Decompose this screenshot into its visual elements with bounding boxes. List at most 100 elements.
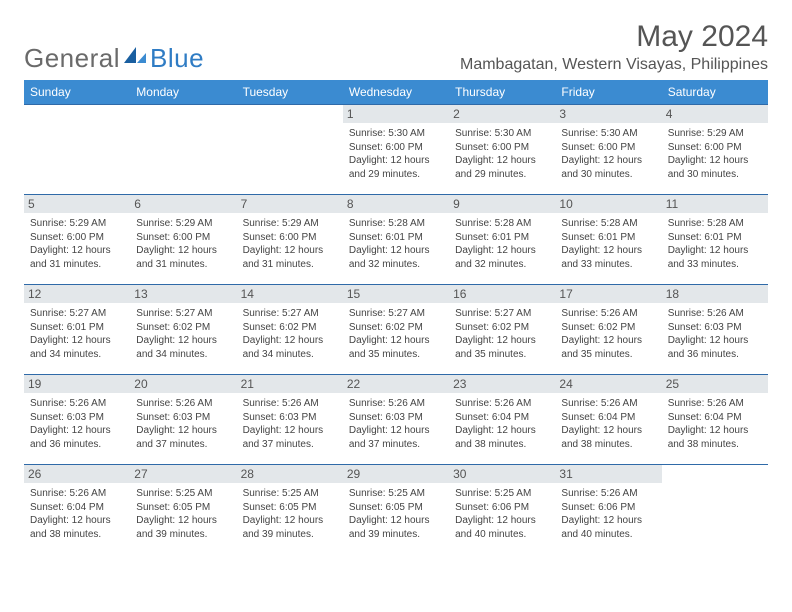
day-number: 21: [237, 375, 343, 393]
day-number: 15: [343, 285, 449, 303]
day-details: Sunrise: 5:27 AMSunset: 6:02 PMDaylight:…: [455, 307, 549, 361]
day-number: 26: [24, 465, 130, 483]
day-number: 6: [130, 195, 236, 213]
day-details: Sunrise: 5:26 AMSunset: 6:03 PMDaylight:…: [30, 397, 124, 451]
day-details: Sunrise: 5:26 AMSunset: 6:04 PMDaylight:…: [668, 397, 762, 451]
day-details: Sunrise: 5:26 AMSunset: 6:04 PMDaylight:…: [30, 487, 124, 541]
day-details: Sunrise: 5:27 AMSunset: 6:02 PMDaylight:…: [243, 307, 337, 361]
calendar-week-row: 26 Sunrise: 5:26 AMSunset: 6:04 PMDayligh…: [24, 465, 768, 555]
calendar-day-cell: 25 Sunrise: 5:26 AMSunset: 6:04 PMDayligh…: [662, 375, 768, 465]
day-number: 13: [130, 285, 236, 303]
day-number: 23: [449, 375, 555, 393]
calendar-day-cell: 14 Sunrise: 5:27 AMSunset: 6:02 PMDayligh…: [237, 285, 343, 375]
day-number: 19: [24, 375, 130, 393]
calendar-day-cell: 24 Sunrise: 5:26 AMSunset: 6:04 PMDayligh…: [555, 375, 661, 465]
day-details: Sunrise: 5:25 AMSunset: 6:05 PMDaylight:…: [349, 487, 443, 541]
day-number: 31: [555, 465, 661, 483]
title-block: May 2024 Mambagatan, Western Visayas, Ph…: [460, 20, 768, 74]
day-details: Sunrise: 5:28 AMSunset: 6:01 PMDaylight:…: [455, 217, 549, 271]
day-details: Sunrise: 5:28 AMSunset: 6:01 PMDaylight:…: [668, 217, 762, 271]
day-number: 12: [24, 285, 130, 303]
calendar-day-cell: [130, 105, 236, 195]
calendar-day-cell: 27Sunrise: 5:25 AMSunset: 6:05 PMDayligh…: [130, 465, 236, 555]
calendar-day-cell: 5 Sunrise: 5:29 AMSunset: 6:00 PMDaylight…: [24, 195, 130, 285]
calendar-day-cell: 1 Sunrise: 5:30 AMSunset: 6:00 PMDaylight…: [343, 105, 449, 195]
logo: General Blue: [24, 43, 204, 74]
weekday-header-row: Sunday Monday Tuesday Wednesday Thursday…: [24, 80, 768, 105]
day-details: Sunrise: 5:30 AMSunset: 6:00 PMDaylight:…: [455, 127, 549, 181]
day-number: 16: [449, 285, 555, 303]
calendar-day-cell: 21 Sunrise: 5:26 AMSunset: 6:03 PMDayligh…: [237, 375, 343, 465]
location: Mambagatan, Western Visayas, Philippines: [460, 56, 768, 74]
day-number: 29: [343, 465, 449, 483]
day-details: Sunrise: 5:30 AMSunset: 6:00 PMDaylight:…: [349, 127, 443, 181]
day-details: Sunrise: 5:26 AMSunset: 6:03 PMDaylight:…: [243, 397, 337, 451]
day-number: 22: [343, 375, 449, 393]
day-number: 17: [555, 285, 661, 303]
day-number: 3: [555, 105, 661, 123]
calendar-week-row: 12 Sunrise: 5:27 AMSunset: 6:01 PMDayligh…: [24, 285, 768, 375]
calendar-day-cell: 9 Sunrise: 5:28 AMSunset: 6:01 PMDaylight…: [449, 195, 555, 285]
day-details: Sunrise: 5:29 AMSunset: 6:00 PMDaylight:…: [243, 217, 337, 271]
calendar-week-row: 5 Sunrise: 5:29 AMSunset: 6:00 PMDaylight…: [24, 195, 768, 285]
day-number: 20: [130, 375, 236, 393]
day-details: Sunrise: 5:25 AMSunset: 6:06 PMDaylight:…: [455, 487, 549, 541]
weekday-header: Tuesday: [237, 80, 343, 105]
calendar-week-row: 1 Sunrise: 5:30 AMSunset: 6:00 PMDaylight…: [24, 105, 768, 195]
month-title: May 2024: [460, 20, 768, 54]
logo-text-blue: Blue: [150, 43, 204, 74]
weekday-header: Saturday: [662, 80, 768, 105]
day-details: Sunrise: 5:25 AMSunset: 6:05 PMDaylight:…: [243, 487, 337, 541]
calendar-day-cell: [662, 465, 768, 555]
weekday-header: Wednesday: [343, 80, 449, 105]
calendar-day-cell: 19 Sunrise: 5:26 AMSunset: 6:03 PMDayligh…: [24, 375, 130, 465]
day-number: 25: [662, 375, 768, 393]
day-details: Sunrise: 5:26 AMSunset: 6:03 PMDaylight:…: [668, 307, 762, 361]
day-details: Sunrise: 5:29 AMSunset: 6:00 PMDaylight:…: [668, 127, 762, 181]
weekday-header: Thursday: [449, 80, 555, 105]
calendar-day-cell: 4 Sunrise: 5:29 AMSunset: 6:00 PMDaylight…: [662, 105, 768, 195]
day-details: Sunrise: 5:29 AMSunset: 6:00 PMDaylight:…: [30, 217, 124, 271]
day-number: 8: [343, 195, 449, 213]
calendar-day-cell: 26 Sunrise: 5:26 AMSunset: 6:04 PMDayligh…: [24, 465, 130, 555]
day-number: 7: [237, 195, 343, 213]
day-details: Sunrise: 5:27 AMSunset: 6:01 PMDaylight:…: [30, 307, 124, 361]
day-number: 30: [449, 465, 555, 483]
day-details: Sunrise: 5:28 AMSunset: 6:01 PMDaylight:…: [561, 217, 655, 271]
day-number: 4: [662, 105, 768, 123]
day-details: Sunrise: 5:27 AMSunset: 6:02 PMDaylight:…: [136, 307, 230, 361]
calendar-week-row: 19 Sunrise: 5:26 AMSunset: 6:03 PMDayligh…: [24, 375, 768, 465]
day-number: 1: [343, 105, 449, 123]
calendar-day-cell: [237, 105, 343, 195]
day-number: 28: [237, 465, 343, 483]
day-details: Sunrise: 5:27 AMSunset: 6:02 PMDaylight:…: [349, 307, 443, 361]
calendar-day-cell: 15 Sunrise: 5:27 AMSunset: 6:02 PMDayligh…: [343, 285, 449, 375]
calendar-table: Sunday Monday Tuesday Wednesday Thursday…: [24, 80, 768, 555]
day-details: Sunrise: 5:29 AMSunset: 6:00 PMDaylight:…: [136, 217, 230, 271]
day-number: 9: [449, 195, 555, 213]
day-details: Sunrise: 5:26 AMSunset: 6:04 PMDaylight:…: [561, 397, 655, 451]
calendar-day-cell: 7 Sunrise: 5:29 AMSunset: 6:00 PMDaylight…: [237, 195, 343, 285]
calendar-day-cell: 18 Sunrise: 5:26 AMSunset: 6:03 PMDayligh…: [662, 285, 768, 375]
day-number: 18: [662, 285, 768, 303]
calendar-day-cell: 28 Sunrise: 5:25 AMSunset: 6:05 PMDayligh…: [237, 465, 343, 555]
calendar-day-cell: 30 Sunrise: 5:25 AMSunset: 6:06 PMDayligh…: [449, 465, 555, 555]
logo-text-general: General: [24, 43, 120, 74]
calendar-day-cell: 2 Sunrise: 5:30 AMSunset: 6:00 PMDaylight…: [449, 105, 555, 195]
calendar-day-cell: 8Sunrise: 5:28 AMSunset: 6:01 PMDaylight…: [343, 195, 449, 285]
day-number: 14: [237, 285, 343, 303]
calendar-day-cell: [24, 105, 130, 195]
calendar-day-cell: 10 Sunrise: 5:28 AMSunset: 6:01 PMDayligh…: [555, 195, 661, 285]
calendar-day-cell: 31Sunrise: 5:26 AMSunset: 6:06 PMDayligh…: [555, 465, 661, 555]
day-number: 24: [555, 375, 661, 393]
day-number: 2: [449, 105, 555, 123]
calendar-body: 1 Sunrise: 5:30 AMSunset: 6:00 PMDaylight…: [24, 105, 768, 555]
calendar-day-cell: 23Sunrise: 5:26 AMSunset: 6:04 PMDayligh…: [449, 375, 555, 465]
sail-icon: [122, 43, 148, 74]
day-number: 10: [555, 195, 661, 213]
day-number: 5: [24, 195, 130, 213]
calendar-day-cell: 17Sunrise: 5:26 AMSunset: 6:02 PMDayligh…: [555, 285, 661, 375]
day-details: Sunrise: 5:26 AMSunset: 6:03 PMDaylight:…: [136, 397, 230, 451]
calendar-day-cell: 6 Sunrise: 5:29 AMSunset: 6:00 PMDaylight…: [130, 195, 236, 285]
header: General Blue May 2024 Mambagatan, Wester…: [24, 20, 768, 74]
